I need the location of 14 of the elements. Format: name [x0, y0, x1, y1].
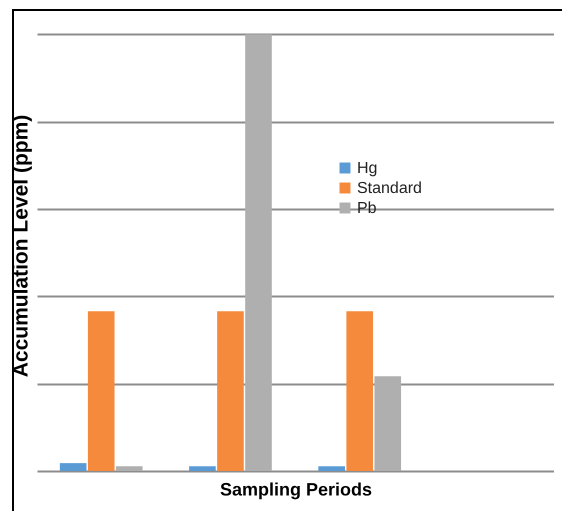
- legend-label: Hg: [357, 160, 378, 177]
- x-axis-title: Sampling Periods: [220, 480, 372, 500]
- bar: [245, 34, 272, 471]
- bar: [346, 311, 374, 471]
- legend-label: Pb: [357, 200, 377, 217]
- bar: [88, 311, 115, 471]
- bar: [60, 463, 86, 471]
- bar: [318, 466, 345, 471]
- bar: [374, 376, 402, 471]
- y-axis-title: Accumulation Level (ppm): [10, 114, 32, 378]
- bar: [217, 311, 244, 471]
- bar: [116, 466, 143, 471]
- legend-label: Standard: [357, 180, 422, 197]
- bar: [189, 466, 216, 471]
